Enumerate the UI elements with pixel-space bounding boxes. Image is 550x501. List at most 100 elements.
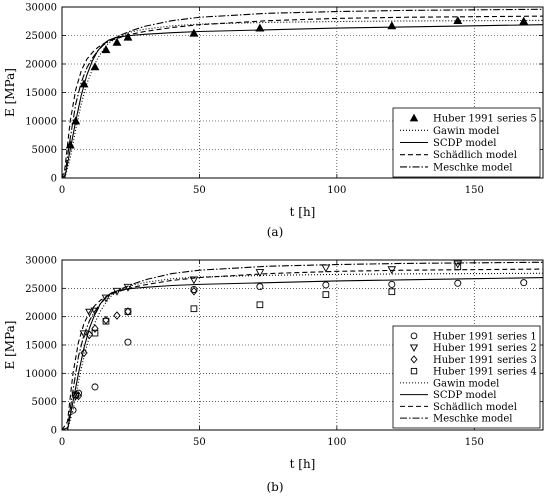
legend-label: Huber 1991 series 1 — [433, 331, 537, 342]
data-point — [190, 305, 198, 313]
chart-b: 0 50 100 150 0 5000 10000 15000 20000 25000 30000 t… — [3, 256, 544, 494]
data-point — [388, 288, 396, 296]
legend-label: SCDP model — [433, 390, 496, 401]
data-point — [255, 269, 265, 277]
data-point — [124, 308, 132, 315]
data-point — [74, 391, 83, 401]
legend-label: SCDP model — [433, 138, 496, 149]
series-line-sch-dlich-model — [62, 15, 543, 178]
legend-marker — [409, 113, 419, 122]
legend-label: Huber 1991 series 2 — [433, 343, 537, 354]
legend-label: Huber 1991 series 3 — [433, 355, 537, 366]
data-point — [321, 264, 331, 273]
legend-label: Gawin model — [433, 126, 499, 137]
y-tick-label: 15000 — [25, 341, 57, 352]
y-tick-label: 25000 — [25, 31, 57, 42]
data-point — [520, 279, 528, 287]
data-point — [255, 23, 265, 32]
x-axis-label: t [h] — [290, 457, 316, 471]
data-point — [90, 62, 100, 71]
plot-area — [62, 260, 543, 430]
series-line-meschke-model — [62, 8, 543, 178]
data-point — [453, 16, 463, 25]
data-point — [454, 263, 462, 271]
legend-marker — [410, 355, 418, 364]
legend-box — [392, 325, 541, 429]
data-point — [387, 21, 397, 30]
legend-label: Huber 1991 series 4 — [433, 367, 537, 378]
x-tick-label: 0 — [59, 437, 65, 448]
data-point — [71, 116, 81, 125]
data-point — [454, 279, 462, 287]
y-tick-label: 10000 — [25, 117, 57, 128]
data-point — [85, 308, 94, 317]
data-point — [388, 280, 396, 288]
data-point — [189, 276, 199, 285]
data-point — [91, 324, 99, 333]
legend-label: Meschke model — [433, 162, 513, 173]
x-tick-label: 0 — [59, 185, 65, 196]
data-point — [322, 291, 330, 298]
y-tick-label: 30000 — [25, 256, 57, 267]
y-tick-label: 20000 — [25, 60, 57, 71]
data-point — [519, 16, 529, 25]
data-point — [90, 307, 100, 316]
x-tick-label: 150 — [465, 437, 484, 448]
legend-marker — [409, 344, 419, 352]
data-point — [189, 28, 199, 37]
figure-caption: (a) — [267, 225, 284, 239]
y-tick-label: 20000 — [25, 312, 57, 323]
data-point — [190, 285, 198, 293]
x-tick-label: 50 — [193, 185, 206, 196]
data-point — [91, 329, 99, 337]
y-tick-label: 0 — [51, 174, 57, 185]
chart-a: 0 50 100 150 0 5000 10000 15000 20000 25000 30000 t… — [3, 3, 544, 239]
data-point — [91, 383, 99, 391]
data-point — [102, 315, 110, 325]
legend-marker — [410, 367, 418, 375]
data-point — [256, 301, 264, 309]
legend-marker — [410, 332, 418, 340]
data-point — [69, 406, 77, 414]
data-point — [190, 286, 198, 296]
data-point — [101, 45, 111, 54]
data-point — [523, 260, 525, 262]
data-point — [123, 283, 133, 292]
y-tick-label: 30000 — [25, 3, 57, 14]
data-point — [124, 307, 132, 316]
data-point — [112, 287, 122, 296]
x-tick-label: 100 — [327, 185, 346, 196]
data-point — [102, 317, 110, 325]
data-point — [322, 281, 330, 289]
x-tick-label: 50 — [193, 437, 206, 448]
y-tick-label: 15000 — [25, 88, 57, 99]
data-point — [79, 79, 89, 88]
data-point — [112, 37, 122, 46]
legend-label: Schädlich model — [433, 402, 517, 413]
y-tick-label: 10000 — [25, 369, 57, 380]
data-point — [72, 391, 80, 399]
figure-caption: (b) — [266, 480, 283, 494]
data-point — [124, 338, 132, 346]
y-tick-label: 5000 — [32, 397, 57, 408]
y-tick-label: 0 — [51, 426, 57, 437]
legend-label: Gawin model — [433, 378, 499, 389]
data-point — [101, 294, 111, 303]
data-point — [80, 348, 88, 358]
data-point — [65, 140, 75, 149]
x-tick-label: 100 — [327, 437, 346, 448]
data-point — [256, 283, 264, 291]
data-point — [79, 330, 89, 339]
data-point — [387, 266, 397, 275]
data-point — [85, 330, 94, 340]
data-point — [113, 311, 121, 320]
y-tick-label: 5000 — [32, 145, 57, 156]
legend-label: Meschke model — [433, 414, 513, 425]
legend-label: Huber 1991 series 5 — [433, 114, 537, 125]
legend-label: Schädlich model — [433, 150, 517, 161]
y-axis-label: E [MPa] — [3, 321, 17, 370]
data-point — [123, 32, 133, 41]
data-point — [71, 392, 81, 401]
